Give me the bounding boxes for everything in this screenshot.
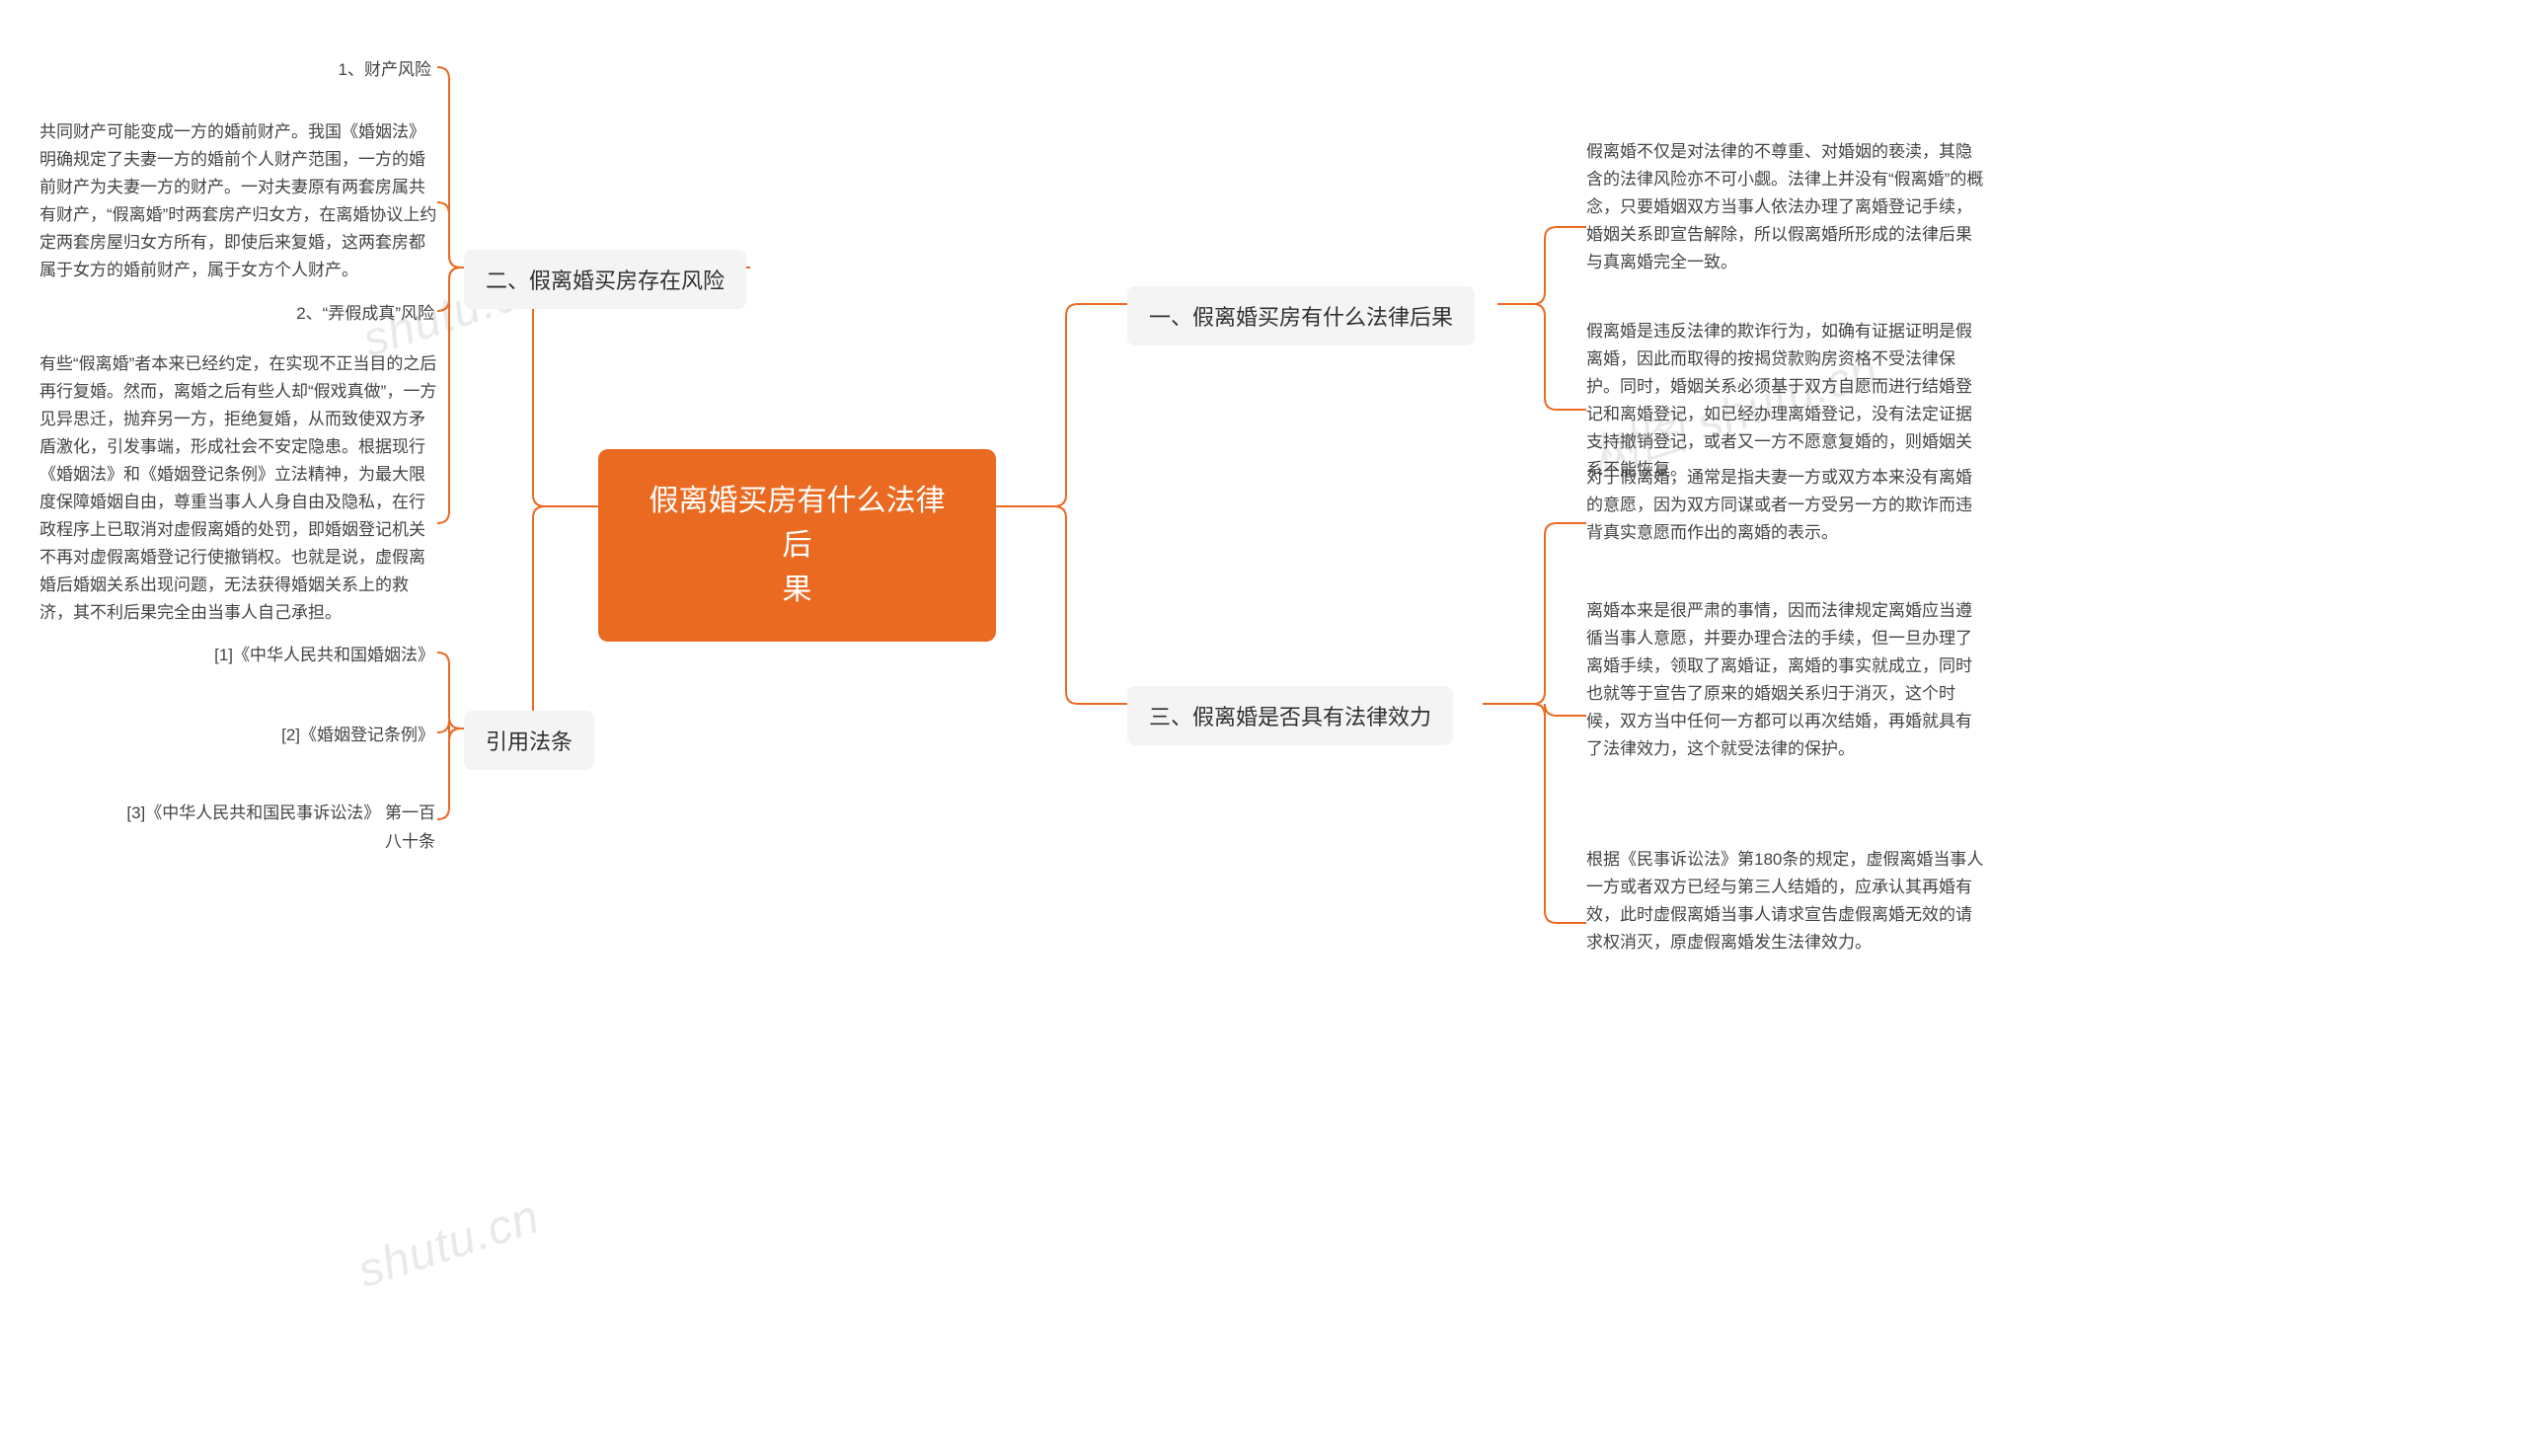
branch-2-leaf-4: 有些“假离婚”者本来已经约定，在实现不正当目的之后再行复婚。然而，离婚之后有些人… bbox=[39, 350, 439, 627]
branch-1: 一、假离婚买房有什么法律后果 bbox=[1127, 286, 1475, 345]
branch-2-leaf-2: 共同财产可能变成一方的婚前财产。我国《婚姻法》明确规定了夫妻一方的婚前个人财产范… bbox=[39, 118, 439, 284]
branch-3: 三、假离婚是否具有法律效力 bbox=[1127, 686, 1453, 745]
branch-4-leaf-3: [3]《中华人民共和国民事诉讼法》 第一百八十条 bbox=[116, 800, 435, 857]
branch-2-leaf-3: 2、“弄假成真”风险 bbox=[259, 300, 434, 329]
branch-2: 二、假离婚买房存在风险 bbox=[464, 250, 746, 309]
branch-4: 引用法条 bbox=[464, 711, 594, 770]
branch-3-leaf-3: 根据《民事诉讼法》第180条的规定，虚假离婚当事人一方或者双方已经与第三人结婚的… bbox=[1586, 846, 1986, 957]
root-line1: 假离婚买房有什么法律后 bbox=[650, 485, 946, 562]
mindmap-root: 假离婚买房有什么法律后 果 bbox=[598, 449, 996, 642]
branch-4-leaf-1: [1]《中华人民共和国婚姻法》 bbox=[194, 642, 434, 670]
watermark: shutu.cn bbox=[351, 1189, 546, 1299]
branch-1-leaf-2: 假离婚是违反法律的欺诈行为，如确有证据证明是假离婚，因此而取得的按揭贷款购房资格… bbox=[1586, 318, 1986, 484]
root-line2: 果 bbox=[783, 574, 812, 606]
branch-3-leaf-2: 离婚本来是很严肃的事情，因而法律规定离婚应当遵循当事人意愿，并要办理合法的手续，… bbox=[1586, 597, 1986, 763]
branch-3-leaf-1: 对于假离婚，通常是指夫妻一方或双方本来没有离婚的意愿，因为双方同谋或者一方受另一… bbox=[1586, 464, 1986, 547]
branch-1-leaf-1: 假离婚不仅是对法律的不尊重、对婚姻的亵渎，其隐含的法律风险亦不可小觑。法律上并没… bbox=[1586, 138, 1986, 276]
branch-2-leaf-1: 1、财产风险 bbox=[321, 56, 431, 85]
branch-4-leaf-2: [2]《婚姻登记条例》 bbox=[262, 722, 434, 750]
